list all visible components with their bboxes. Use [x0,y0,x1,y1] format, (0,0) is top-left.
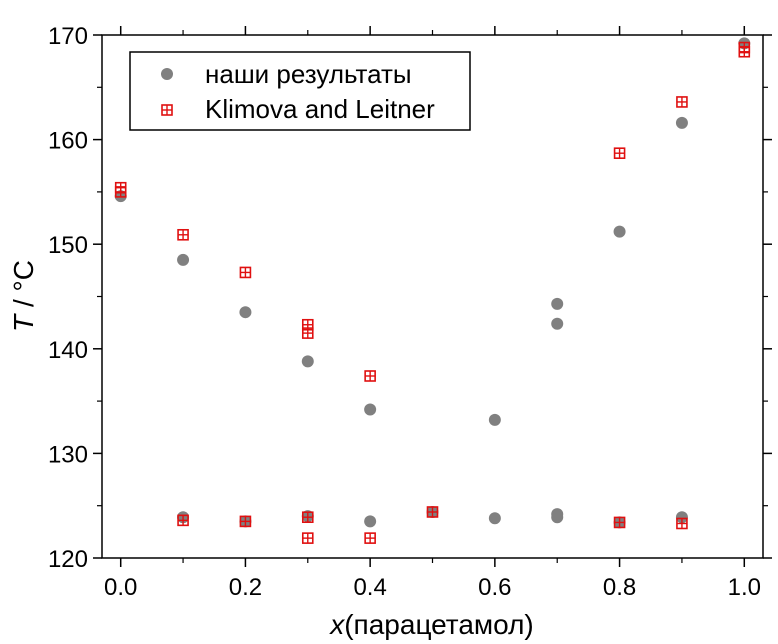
data-point-square [177,514,189,527]
x-tick-label: 0.2 [229,574,262,601]
data-point-circle [301,355,314,368]
x-tick-label: 1.0 [728,574,761,601]
legend-marker-square [161,104,173,116]
data-point-circle [239,306,252,319]
data-point-square [676,96,688,108]
data-point-circle [551,297,564,310]
data-point-square [676,517,688,530]
data-point-square [613,147,626,159]
x-tick-label: 0.6 [478,574,511,601]
data-point-circle [364,515,377,528]
data-point-circle [551,317,564,330]
data-point-square [301,532,314,544]
data-point-square [426,506,439,518]
data-point-square [364,370,376,382]
legend-marker-circle [161,68,173,80]
data-point-square [301,511,314,524]
x-tick-label: 0.8 [603,574,636,601]
data-point-circle [177,253,190,266]
x-tick-label: 0.0 [104,574,137,601]
data-point-square [613,516,626,529]
data-point-circle [675,116,688,129]
y-tick-label: 170 [48,23,88,50]
data-point-square [177,228,189,241]
data-point-square [114,186,127,198]
x-axis-label: (парацетамол) [344,609,534,640]
y-tick-label: 130 [48,441,88,468]
data-point-circle [364,403,377,416]
axis-ticks [93,26,772,567]
legend-label-series-1: наши результаты [205,59,412,89]
data-point-square [364,532,376,544]
data-point-square [239,515,252,528]
y-axis-variable: T [8,313,39,332]
x-tick-label: 0.4 [353,574,386,601]
x-axis-variable: x [328,609,345,640]
data-points [114,37,751,544]
axis-tick-labels: 0.0 0.2 0.4 0.6 0.8 1.0 120 130 140 150 160 170 [48,23,761,601]
data-point-square [301,327,314,339]
legend: наши результаты Klimova and Leitner [129,51,471,131]
data-point-circle [551,511,564,524]
y-tick-label: 150 [48,232,88,259]
y-axis-title: T / °C [8,260,39,332]
legend-box [129,51,471,131]
y-tick-label: 140 [48,337,88,364]
y-tick-label: 160 [48,128,88,155]
data-point-circle [488,512,501,525]
data-point-square [239,266,252,279]
data-point-circle [488,413,501,426]
legend-square-glyph [161,104,173,116]
x-axis-title: x(парацетамол) [328,609,534,640]
y-axis-label: / °C [8,260,39,315]
y-tick-label: 120 [48,546,88,573]
data-point-circle [613,225,626,238]
data-point-square [738,41,751,54]
legend-label-series-2: Klimova and Leitner [205,94,435,124]
data-point-circle [675,511,688,524]
